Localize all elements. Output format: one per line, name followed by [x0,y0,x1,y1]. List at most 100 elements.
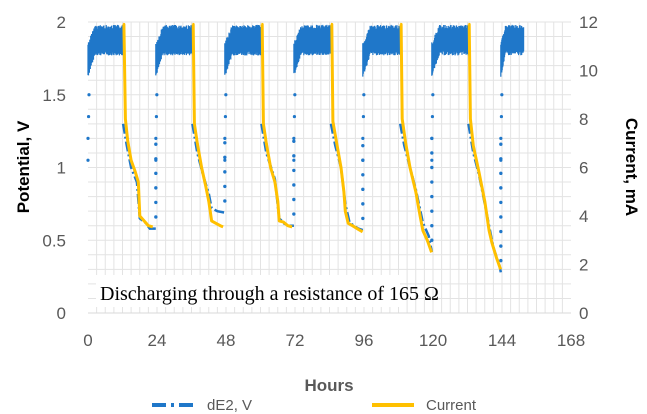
series-current [122,22,503,270]
dE2-point [430,136,434,141]
current-line [399,22,434,253]
current-line [467,22,503,270]
dE2-point [430,194,434,199]
dE2-point [293,93,297,97]
dE2-point [499,244,503,248]
dE2-point [431,93,435,97]
y-tick-label: 1 [57,159,66,178]
dE2-point [430,114,435,119]
dE2-point [499,229,503,234]
dE2-point [224,93,228,97]
legend-label-dE2: dE2, V [207,397,252,414]
dE2-point [155,93,159,97]
dE2-point [430,180,434,184]
dE2-charge-band [500,24,525,77]
dE2-point [223,155,227,160]
dE2-point [223,184,227,189]
dE2-charge-band [224,24,262,75]
dE2-point [86,136,90,140]
dE2-point [87,93,91,97]
dE2-point [361,173,365,177]
dE2-point [499,186,503,190]
y2-tick-label: 12 [579,13,598,32]
y2-tick-label: 2 [579,256,588,275]
dE2-point [361,158,365,162]
x-tick-label: 0 [83,331,92,350]
y2-tick-label: 6 [579,159,588,178]
y2-tick-labels: 0 2 4 6 8 10 12 [579,13,598,323]
y2-tick-label: 0 [579,304,588,323]
y-axis-title: Potential, V [14,120,33,213]
dE2-point [86,114,91,119]
y2-tick-label: 10 [579,62,598,81]
dE2-charge-band [431,25,469,76]
dE2-charge-band [87,24,124,76]
y-tick-label: 0.5 [42,231,66,250]
y-tick-label: 1.5 [42,86,66,105]
dE2-point [292,212,296,216]
dE2-point [361,143,365,148]
dE2-point [154,136,158,140]
y2-tick-label: 8 [579,110,588,129]
x-tick-label: 144 [488,331,516,350]
dE2-point [430,238,434,242]
dE2-point [499,171,503,176]
y2-tick-label: 4 [579,207,588,226]
dE2-point [292,183,296,187]
legend-item-current: Current [372,397,477,414]
dE2-point [499,258,503,263]
x-tick-label: 24 [148,331,167,350]
dE2-point [430,151,434,155]
dE2-point [154,114,159,119]
dE2-point [499,142,503,146]
dE2-charge-band [155,25,193,76]
x-tick-label: 168 [557,331,585,350]
dE2-point [362,93,366,97]
dE2-point [292,136,296,140]
legend-item-dE2: dE2, V [152,397,252,414]
dE2-point [223,136,227,140]
current-line [122,22,154,229]
dE2-point [361,136,365,140]
dE2-point [154,142,158,146]
dE2-point [86,158,90,162]
dE2-point [223,199,227,203]
x-tick-label: 120 [419,331,447,350]
y-tick-labels: 0 0.5 1 1.5 2 [42,13,66,323]
dE2-point [223,114,228,119]
dE2-point [499,114,504,119]
x-tick-label: 48 [217,331,236,350]
dE2-point [292,197,296,202]
legend: dE2, V Current [152,397,477,414]
dE2-point [223,170,227,174]
current-line [191,22,224,229]
dE2-point [499,215,503,219]
y-tick-label: 0 [57,304,66,323]
dE2-point [154,215,158,219]
dE2-point [292,168,296,173]
dE2-point [361,216,365,221]
dE2-point [430,158,434,162]
dE2-point [361,202,365,206]
dE2-point [154,186,158,190]
annotation-box [96,275,400,307]
dE2-point [292,114,297,119]
dE2-discharge-line [191,123,226,214]
dE2-charge-band [293,24,332,74]
dE2-point [430,209,434,213]
y2-axis-title: Current, mA [622,118,641,216]
dE2-point [361,187,365,192]
dE2-point [154,157,158,161]
y-gridlines [88,21,571,299]
dE2-point [154,171,158,176]
dE2-charge-band [362,24,401,77]
annotation-text: Discharging through a resistance of 165 … [100,283,439,305]
dE2-point [430,165,434,170]
dE2-point [500,93,504,97]
dE2-point [499,200,503,205]
x-tick-label: 72 [286,331,305,350]
dE2-point [499,157,503,161]
x-tick-label: 96 [355,331,374,350]
